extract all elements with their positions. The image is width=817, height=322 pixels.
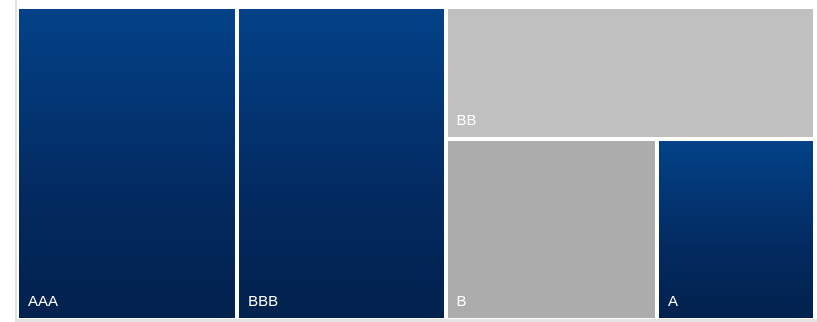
tile-bb: BB bbox=[447, 9, 813, 137]
tile-b: B bbox=[447, 140, 656, 318]
tile-label-a: A bbox=[668, 292, 679, 310]
chart-frame-bottom bbox=[15, 319, 817, 322]
tile-label-b: B bbox=[456, 292, 467, 310]
tile-a: A bbox=[659, 140, 813, 318]
tile-aaa: AAA bbox=[19, 9, 236, 318]
tile-label-aaa: AAA bbox=[28, 293, 59, 310]
chart-frame-left bbox=[15, 0, 17, 322]
tile-label-bbb: BBB bbox=[248, 293, 279, 310]
tile-bbb: BBB bbox=[239, 9, 444, 318]
tile-label-bb: BB bbox=[456, 111, 477, 129]
